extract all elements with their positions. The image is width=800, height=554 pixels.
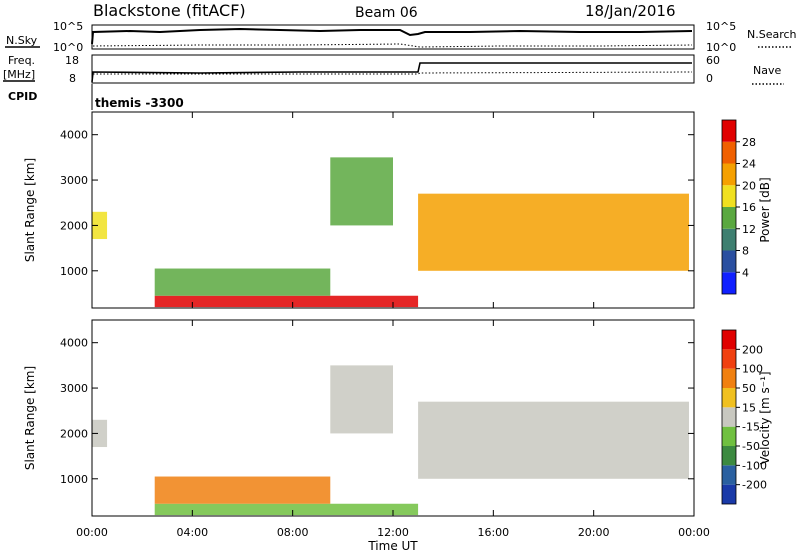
freq-panel: Freq. [MHz] 18 8 60 0 Nave	[3, 54, 784, 85]
power-cbar-tick-label-6: 28	[742, 136, 756, 149]
velocity-cbar-swatch-0	[722, 484, 736, 504]
x-tick-label-0: 00:00	[76, 526, 108, 539]
power-cbar-tick-label-0: 4	[742, 266, 749, 279]
power-cbar-tick-label-5: 24	[742, 158, 756, 171]
velocity-panel: 1000 2000 3000 4000 00:00 04:00 08:00 12:00 16:0…	[23, 319, 710, 539]
nave-tick-hi: 60	[706, 54, 720, 67]
nsearch-line	[92, 43, 693, 48]
power-region-2	[92, 211, 108, 240]
power-cbar-swatch-0	[722, 272, 736, 294]
cpid-label: CPID	[8, 90, 37, 103]
freq-tick-hi: 18	[65, 54, 79, 67]
power-colorbar-label: Power [dB]	[758, 177, 772, 242]
power-region-0	[154, 295, 419, 308]
power-ytick-label-3: 4000	[60, 129, 88, 142]
velocity-colorbar: 200 100 50 15 -15 -50 -100 -200	[721, 329, 767, 505]
cpid-row: CPID themis -3300	[8, 84, 184, 110]
freq-unit: [MHz]	[3, 68, 35, 81]
power-cbar-swatch-7	[722, 120, 736, 142]
velocity-cbar-swatch-5	[722, 388, 736, 408]
freq-line	[91, 62, 692, 83]
x-tick-label-1: 04:00	[176, 526, 208, 539]
cpid-value: themis -3300	[95, 96, 184, 110]
power-panel: 1000 2000 3000 4000 Slant Range [km]	[23, 111, 695, 309]
power-ytick-label-0: 1000	[60, 265, 88, 278]
velocity-region-3	[330, 365, 393, 434]
velocity-cbar-swatch-8	[722, 330, 736, 350]
power-region-1	[154, 268, 331, 296]
power-ylabel: Slant Range [km]	[23, 158, 37, 262]
velocity-region-0	[154, 503, 419, 516]
nave-line	[93, 71, 693, 75]
velocity-cbar-swatch-7	[722, 349, 736, 369]
beam-title: Beam 06	[355, 5, 418, 21]
power-ytick-label-2: 3000	[60, 174, 88, 187]
nsky-exp-lo: 10^0	[53, 41, 83, 54]
nsearch-label: N.Search	[747, 28, 797, 41]
velocity-ytick-label-1: 2000	[60, 427, 88, 440]
velocity-cbar-swatch-4	[722, 407, 736, 427]
nave-label: Nave	[753, 64, 781, 77]
station-title: Blackstone (fitACF)	[93, 1, 246, 20]
power-cbar-swatch-3	[722, 207, 736, 229]
velocity-cbar-tick-label-0: 200	[742, 343, 763, 356]
date-title: 18/Jan/2016	[585, 2, 676, 20]
freq-tick-lo: 8	[69, 72, 76, 85]
velocity-cbar-swatch-3	[722, 426, 736, 446]
velocity-cbar-tick-label-2: 50	[742, 382, 756, 395]
velocity-cbar-tick-label-7: -200	[742, 479, 767, 492]
power-cbar-tick-label-1: 8	[742, 245, 749, 258]
velocity-region-4	[418, 401, 689, 479]
velocity-cbar-swatch-1	[722, 465, 736, 485]
nsky-line	[91, 27, 693, 45]
x-tick-label-4: 16:00	[477, 526, 509, 539]
power-cbar-tick-label-4: 20	[742, 179, 756, 192]
velocity-cbar-tick-label-1: 100	[742, 363, 763, 376]
x-tick-label-6: 00:00	[678, 526, 710, 539]
nsky-label: N.Sky	[6, 34, 38, 47]
power-cbar-tick-label-3: 16	[742, 201, 756, 214]
velocity-region-2	[92, 419, 108, 448]
freq-label: Freq.	[8, 54, 35, 67]
x-tick-label-5: 20:00	[578, 526, 610, 539]
velocity-cbar-swatch-2	[722, 446, 736, 466]
power-cbar-tick-label-2: 12	[742, 223, 756, 236]
power-colorbar: 4 8 12 16 20 24 28	[721, 119, 756, 295]
power-region-3	[330, 157, 393, 226]
velocity-cbar-tick-label-3: 15	[742, 401, 756, 414]
velocity-ytick-label-0: 1000	[60, 473, 88, 486]
velocity-colorbar-label: Velocity [m s⁻¹]	[758, 371, 772, 464]
x-axis-label: Time UT	[367, 539, 418, 553]
power-cbar-swatch-4	[722, 185, 736, 207]
x-tick-label-2: 08:00	[277, 526, 309, 539]
power-cbar-swatch-2	[722, 228, 736, 251]
x-tick-label-3: 12:00	[377, 526, 409, 539]
nsearch-exp-lo: 10^0	[706, 41, 736, 54]
power-region-4	[418, 193, 689, 271]
power-cbar-swatch-1	[722, 250, 736, 273]
velocity-region-1	[154, 476, 331, 504]
nsky-exp-hi: 10^5	[53, 20, 83, 33]
power-cbar-swatch-6	[722, 141, 736, 164]
velocity-cbar-tick-label-6: -100	[742, 459, 767, 472]
velocity-cbar-tick-label-5: -50	[742, 440, 760, 453]
power-cbar-swatch-5	[722, 163, 736, 186]
power-ytick-label-1: 2000	[60, 219, 88, 232]
velocity-ylabel: Slant Range [km]	[23, 366, 37, 470]
nave-tick-lo: 0	[706, 72, 713, 85]
velocity-cbar-tick-label-4: -15	[742, 421, 760, 434]
velocity-ytick-label-3: 4000	[60, 337, 88, 350]
velocity-ytick-label-2: 3000	[60, 382, 88, 395]
velocity-cbar-swatch-6	[722, 368, 736, 388]
nsky-panel: N.Sky 10^5 10^0 10^5 10^0 N.Search	[5, 20, 797, 54]
nsearch-exp-hi: 10^5	[706, 20, 736, 33]
